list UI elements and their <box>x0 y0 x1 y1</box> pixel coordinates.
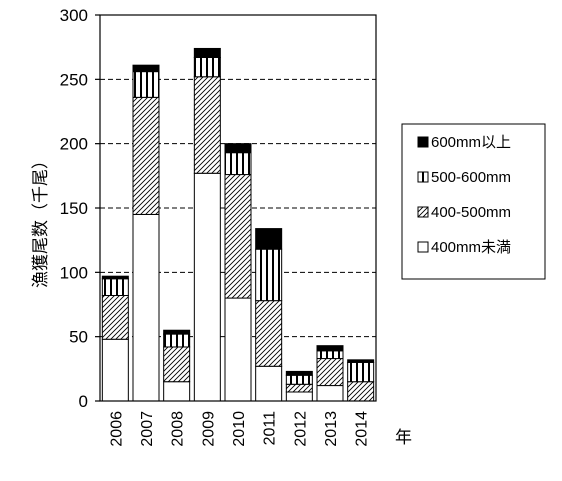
bar-2009-400-500mm <box>193 76 221 174</box>
bar-2011-400mm未満 <box>255 365 283 402</box>
bar-2008-500-600mm <box>163 333 191 348</box>
bar-2006-400-500mm <box>101 294 129 340</box>
bar-2009-600mm以上 <box>193 47 221 58</box>
bar-2012-600mm以上 <box>285 370 313 376</box>
x-tick-label-2009: 2009 <box>200 411 217 447</box>
y-tick-label-150: 150 <box>60 199 88 218</box>
legend-box <box>401 123 546 280</box>
bar-2009-500-600mm <box>193 56 221 78</box>
y-tick-label-50: 50 <box>69 328 88 347</box>
bar-2007-500-600mm <box>132 71 160 98</box>
x-tick-label-2010: 2010 <box>231 411 248 447</box>
y-axis-title: 漁獲尾数（千尾） <box>31 152 51 288</box>
x-tick-label-2008: 2008 <box>170 411 187 447</box>
bar-2013-600mm以上 <box>316 345 344 352</box>
bar-2010-400mm未満 <box>224 297 252 402</box>
bar-2011-600mm以上 <box>255 228 283 250</box>
x-tick-label-2012: 2012 <box>292 411 309 447</box>
x-tick-label-2014: 2014 <box>354 411 371 447</box>
bar-2007-400-500mm <box>132 96 160 215</box>
bar-2007-400mm未満 <box>132 213 160 402</box>
y-tick-label-0: 0 <box>79 392 88 411</box>
bar-2010-600mm以上 <box>224 143 252 154</box>
bar-2013-400mm未満 <box>316 385 344 402</box>
legend-label-600mm以上: 600mm以上 <box>431 134 511 151</box>
bar-2012-500-600mm <box>285 374 313 385</box>
bar-2012-400-500mm <box>285 383 313 393</box>
y-tick-label-100: 100 <box>60 263 88 282</box>
y-tick-label-250: 250 <box>60 70 88 89</box>
legend-swatch-400-500mm <box>417 206 429 218</box>
x-tick-labels: 2006 2007 2008 2009 2010 2011 2012 2013 2014 <box>108 411 370 447</box>
bar-2011-400-500mm <box>255 300 283 367</box>
bar-2008-600mm以上 <box>163 329 191 335</box>
y-tick-labels: 0 50 100 150 200 250 300 <box>60 6 88 411</box>
bar-2013-400-500mm <box>316 358 344 387</box>
bar-2009-400mm未満 <box>193 172 221 402</box>
bar-2014-600mm以上 <box>347 359 375 363</box>
bar-2013-500-600mm <box>316 350 344 360</box>
bar-2008-400mm未満 <box>163 381 191 402</box>
legend-label-500-600mm: 500-600mm <box>431 169 511 186</box>
bar-2006-500-600mm <box>101 278 129 296</box>
x-tick-label-2006: 2006 <box>108 411 125 447</box>
bar-2006-400mm未満 <box>101 338 129 402</box>
x-tick-label-2007: 2007 <box>139 411 156 447</box>
bar-2010-400-500mm <box>224 174 252 299</box>
legend-label-400mm未満: 400mm未満 <box>431 239 511 256</box>
legend-swatch-400mm未満 <box>417 241 429 253</box>
bar-2006-600mm以上 <box>101 275 129 280</box>
x-tick-label-2011: 2011 <box>262 411 279 446</box>
bars <box>101 47 375 402</box>
y-tick-label-200: 200 <box>60 135 88 154</box>
legend-swatch-500-600mm <box>417 171 429 183</box>
axes <box>95 14 377 402</box>
x-tick-label-2013: 2013 <box>323 411 340 447</box>
bar-2014-500-600mm <box>347 361 375 383</box>
x-axis-title: 年 <box>395 428 412 448</box>
bar-2012-400mm未満 <box>285 391 313 402</box>
legend-label-400-500mm: 400-500mm <box>431 204 511 221</box>
bar-2008-400-500mm <box>163 346 191 383</box>
bar-2014-400-500mm <box>347 381 375 402</box>
legend-swatch-600mm以上 <box>417 136 429 148</box>
bar-2007-600mm以上 <box>132 64 160 73</box>
y-tick-label-300: 300 <box>60 6 88 25</box>
legend: 600mm以上 500-600mm 400-500mm 400mm未満 <box>401 123 546 280</box>
bar-2010-500-600mm <box>224 152 252 176</box>
bar-2011-500-600mm <box>255 248 283 302</box>
